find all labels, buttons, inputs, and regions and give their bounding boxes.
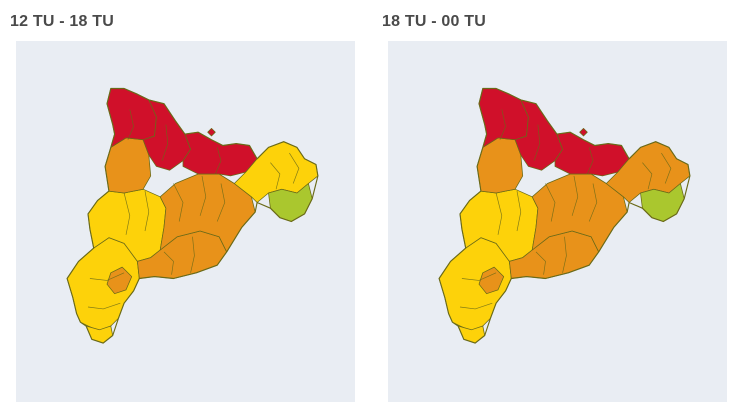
map-panel-2: 18 TU - 00 TU <box>382 0 728 416</box>
comarca-boundary <box>289 152 300 184</box>
map-regions <box>438 87 691 344</box>
panel-title: 12 TU - 18 TU <box>10 13 114 30</box>
comarca-boundary <box>270 162 281 190</box>
comarca-boundary <box>516 191 522 232</box>
map-svg <box>438 87 691 344</box>
region-outline <box>438 87 691 344</box>
comarca-boundary <box>499 109 506 140</box>
comarca-boundary <box>661 152 672 184</box>
panel-title: 18 TU - 00 TU <box>382 13 486 30</box>
map-svg <box>66 87 319 344</box>
region-south-pocket <box>478 266 505 295</box>
comarca-boundary <box>190 236 195 273</box>
comarca-boundary <box>562 236 567 273</box>
region-pyrenees-east <box>182 131 258 177</box>
catalonia-map <box>388 41 727 402</box>
region-islet <box>579 128 588 137</box>
comarca-boundary <box>199 175 207 216</box>
comarca-boundary <box>586 147 594 175</box>
region-pyrenees-east <box>554 131 630 177</box>
comarca-boundary <box>545 183 556 222</box>
catalonia-map <box>16 41 355 402</box>
comarca-boundary <box>216 183 226 222</box>
map-panel-1: 12 TU - 18 TU <box>10 0 356 416</box>
region-outline <box>66 87 319 344</box>
comarca-boundary <box>163 251 174 275</box>
comarca-boundary <box>144 191 150 232</box>
comarca-boundary <box>535 251 546 275</box>
comarca-boundary <box>87 302 121 310</box>
comarca-boundary <box>642 162 653 190</box>
comarca-boundary <box>127 109 134 140</box>
comarca-boundary <box>459 302 493 310</box>
comarca-boundary <box>588 183 598 222</box>
comarca-boundary <box>533 124 541 161</box>
region-islet <box>207 128 216 137</box>
comarca-boundary <box>571 175 579 216</box>
map-regions <box>66 87 319 344</box>
comarca-boundary <box>461 272 497 281</box>
comarca-boundary <box>161 124 169 161</box>
comarca-boundary <box>89 272 125 281</box>
comarca-boundary <box>123 192 131 235</box>
comarca-boundary <box>173 183 184 222</box>
region-south-pocket <box>106 266 133 295</box>
comarca-boundary <box>495 192 503 235</box>
comarca-boundary <box>214 147 222 175</box>
